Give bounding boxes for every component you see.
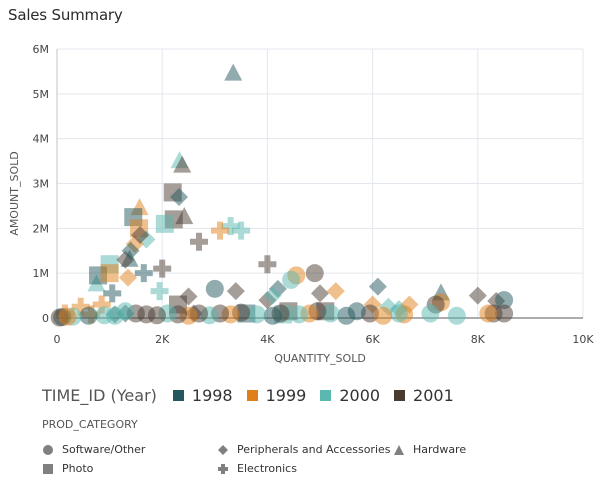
data-point-triangle[interactable]	[173, 155, 192, 173]
data-point-circle[interactable]	[305, 264, 324, 283]
swatch-1999	[246, 390, 258, 401]
square-icon	[43, 463, 53, 474]
x-tick-label: 6K	[365, 333, 380, 346]
data-point-diamond[interactable]	[121, 241, 140, 260]
x-tick-label: 0	[54, 333, 61, 346]
data-points	[50, 63, 514, 327]
legend-item-photo[interactable]: Photo	[42, 462, 93, 475]
data-point-cross[interactable]	[92, 295, 111, 314]
data-point-circle[interactable]	[389, 304, 408, 323]
legend-item-software-other[interactable]: Software/Other	[42, 443, 145, 456]
shape-legend-title: PROD_CATEGORY	[42, 418, 138, 431]
data-point-circle[interactable]	[495, 291, 514, 310]
data-point-circle[interactable]	[479, 304, 498, 323]
data-point-cross[interactable]	[211, 221, 230, 240]
data-point-square[interactable]	[100, 264, 119, 283]
data-point-diamond[interactable]	[326, 282, 345, 301]
y-tick-label: 6M	[33, 43, 50, 56]
color-legend: TIME_ID (Year) 1998 1999 2000 2001	[42, 386, 468, 405]
data-point-cross[interactable]	[71, 297, 90, 316]
data-point-diamond[interactable]	[468, 286, 487, 305]
data-point-circle[interactable]	[58, 307, 77, 326]
data-point-circle[interactable]	[79, 306, 98, 325]
legend-item-1998[interactable]: 1998	[172, 386, 233, 405]
data-point-triangle[interactable]	[224, 63, 243, 81]
data-point-circle[interactable]	[337, 306, 356, 325]
swatch-2001	[394, 390, 406, 401]
data-point-cross[interactable]	[232, 221, 251, 240]
data-point-circle[interactable]	[374, 306, 393, 325]
data-point-diamond[interactable]	[170, 187, 189, 206]
data-point-circle[interactable]	[263, 306, 282, 325]
x-axis-title: QUANTITY_SOLD	[274, 352, 366, 365]
x-tick-label: 10K	[572, 333, 594, 346]
legend-item-2000[interactable]: 2000	[320, 386, 380, 405]
data-point-circle[interactable]	[289, 305, 308, 324]
legend-item-hardware[interactable]: Hardware	[393, 443, 466, 456]
data-point-diamond[interactable]	[311, 284, 329, 303]
legend-item-peripherals[interactable]: Peripherals and Accessories	[217, 443, 391, 456]
data-point-diamond[interactable]	[263, 286, 282, 305]
data-point-circle[interactable]	[95, 306, 114, 325]
x-tick-label: 2K	[155, 333, 170, 346]
y-tick-label: 2M	[33, 222, 50, 235]
x-tick-label: 8K	[471, 333, 486, 346]
data-point-diamond[interactable]	[131, 226, 150, 245]
data-point-circle[interactable]	[495, 304, 514, 323]
data-point-cross[interactable]	[150, 282, 169, 301]
y-tick-label: 0	[42, 312, 49, 325]
cross-icon	[218, 463, 228, 474]
circle-icon	[43, 444, 53, 455]
data-point-cross[interactable]	[258, 255, 277, 274]
y-tick-label: 3M	[33, 178, 50, 191]
data-point-circle[interactable]	[282, 270, 301, 289]
y-tick-label: 4M	[33, 133, 50, 146]
data-point-diamond[interactable]	[119, 268, 138, 287]
color-legend-title: TIME_ID (Year)	[42, 386, 157, 405]
data-point-circle[interactable]	[247, 305, 266, 324]
swatch-2000	[320, 390, 332, 401]
data-point-circle[interactable]	[447, 306, 466, 325]
chart-title: Sales Summary	[8, 6, 123, 24]
diamond-icon	[218, 444, 228, 455]
data-point-cross[interactable]	[134, 264, 153, 283]
legend-item-2001[interactable]: 2001	[394, 386, 454, 405]
y-tick-label: 1M	[33, 267, 50, 280]
y-tick-label: 5M	[33, 88, 50, 101]
data-point-diamond[interactable]	[179, 287, 198, 306]
data-point-diamond[interactable]	[226, 282, 245, 301]
data-point-diamond[interactable]	[116, 250, 135, 269]
swatch-1998	[172, 390, 184, 401]
data-point-circle[interactable]	[421, 304, 440, 323]
data-point-diamond[interactable]	[368, 277, 387, 296]
data-point-cross[interactable]	[153, 259, 172, 278]
legend-item-1999[interactable]: 1999	[246, 386, 306, 405]
data-point-square[interactable]	[155, 214, 174, 233]
data-point-cross[interactable]	[103, 284, 122, 303]
legend-item-electronics[interactable]: Electronics	[217, 462, 297, 475]
y-axis-title: AMOUNT_SOLD	[8, 151, 21, 235]
tick-labels: 0 1M 2M 3M 4M 5M 6M 0 2K 4K 6K 8K 10K	[33, 43, 595, 346]
data-point-cross[interactable]	[190, 232, 209, 251]
data-point-circle[interactable]	[205, 279, 224, 298]
data-point-cross[interactable]	[221, 217, 240, 236]
triangle-icon	[394, 444, 404, 455]
x-tick-label: 4K	[260, 333, 275, 346]
